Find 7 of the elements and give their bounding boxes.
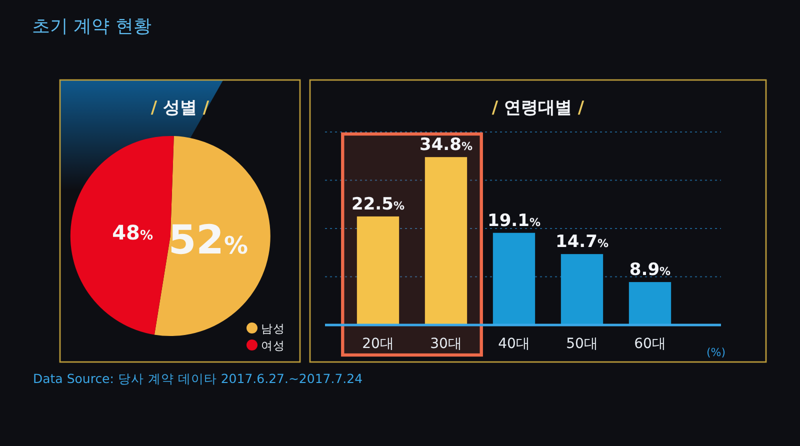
annotation: 초기 계약 현황 [32, 16, 152, 37]
annotation: (%) [706, 346, 726, 359]
legend-label: 여성 [261, 338, 285, 352]
title: / 성별 / [150, 98, 210, 118]
title: / 연령대별 / [492, 98, 584, 118]
annotation: Data Source: 당사 계약 데이타 2017.6.27.~2017.7.24 [33, 371, 363, 386]
legend-label: 남성 [261, 322, 285, 336]
